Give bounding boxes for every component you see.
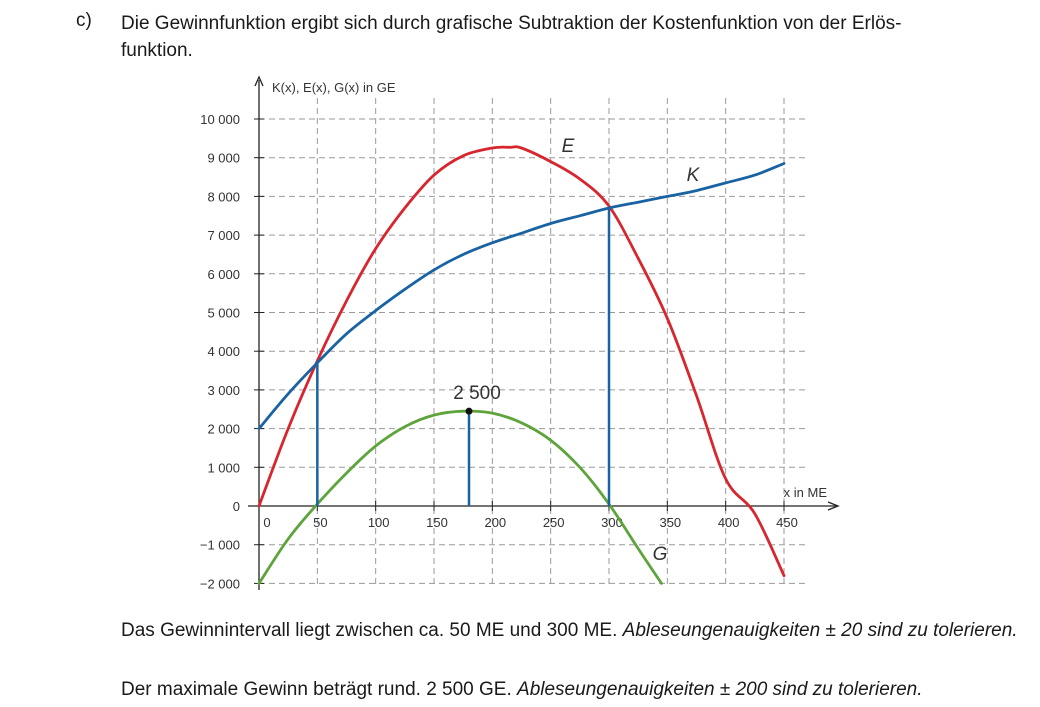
- series-E-label: E: [562, 136, 575, 157]
- profit-chart: 10 000 9 000 8 000 7 000 6 000 5 000 4 000 3 00…: [200, 75, 840, 591]
- task-text: Die Gewinnfunktion ergibt sich durch gra…: [121, 10, 971, 64]
- x-axis-arrow: [827, 501, 840, 511]
- y-tick-label: 9 000: [207, 151, 240, 166]
- answer-max-profit: Der maximale Gewinn beträgt rund. 2 500 …: [121, 675, 1021, 704]
- max-profit-label: 2 500: [453, 383, 501, 404]
- series-K-label: K: [687, 165, 701, 186]
- series-G-label: G: [653, 544, 668, 565]
- y-tick-label: 2 000: [207, 422, 240, 437]
- x-tick-label: 50: [313, 515, 327, 530]
- y-tick-label: 6 000: [207, 267, 240, 282]
- y-tick-label: 10 000: [200, 112, 240, 127]
- y-tick-label: 1 000: [207, 460, 240, 475]
- y-axis-label: K(x), E(x), G(x) in GE: [272, 80, 396, 95]
- y-tick-label: −2 000: [200, 576, 240, 591]
- series-E-line: [257, 145, 786, 578]
- y-tick-label: 4 000: [207, 344, 240, 359]
- y-axis-arrow: [254, 75, 264, 87]
- y-tick-label: 5 000: [207, 306, 240, 321]
- answer-profit-interval-text: Das Gewinnintervall liegt zwischen ca. 5…: [121, 620, 623, 641]
- y-tick-label: 7 000: [207, 228, 240, 243]
- x-tick-label: 100: [368, 515, 390, 530]
- series-K-line: [257, 162, 786, 430]
- y-tick-label: 0: [233, 499, 240, 514]
- max-profit-point: [465, 407, 473, 415]
- answer-max-profit-text: Der maximale Gewinn beträgt rund. 2 500 …: [121, 679, 518, 700]
- answer-profit-interval: Das Gewinnintervall liegt zwischen ca. 5…: [121, 616, 1021, 645]
- x-tick-label: 400: [718, 515, 740, 530]
- x-tick-label: 250: [543, 515, 565, 530]
- task-text-line-1: Die Gewinnfunktion ergibt sich durch gra…: [121, 13, 902, 34]
- x-tick-label: 0: [263, 515, 270, 530]
- y-tick-label: 8 000: [207, 189, 240, 204]
- task-letter: c): [76, 10, 92, 31]
- x-axis-label: x in ME: [784, 485, 828, 500]
- x-tick-label: 350: [659, 515, 681, 530]
- y-tick-label: −1 000: [200, 538, 240, 553]
- x-tick-label: 200: [484, 515, 506, 530]
- y-tick-label: 3 000: [207, 383, 240, 398]
- answer-max-profit-tolerance: Ableseungenauigkeiten ± 200 sind zu tole…: [517, 679, 923, 700]
- series-G-line: [257, 409, 663, 585]
- x-tick-label: 450: [776, 515, 798, 530]
- answer-profit-interval-tolerance: Ableseungenauigkeiten ± 20 sind zu toler…: [622, 620, 1018, 641]
- x-tick-label: 150: [426, 515, 448, 530]
- task-text-line-2: funktion.: [121, 40, 193, 61]
